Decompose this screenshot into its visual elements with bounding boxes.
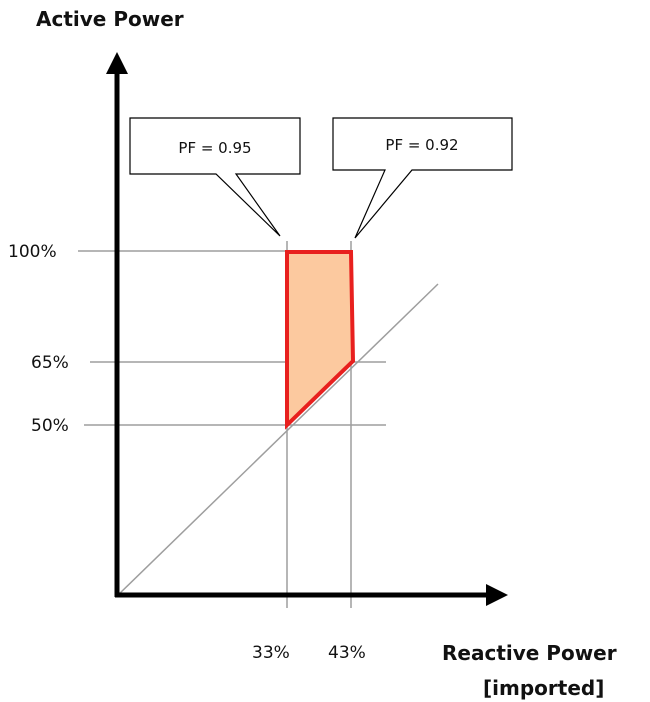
diagonal-line — [116, 283, 439, 597]
y-tick-100: 100% — [8, 242, 57, 262]
x-axis-arrow-icon — [486, 584, 508, 606]
operating-region — [285, 250, 356, 430]
y-tick-65: 65% — [31, 353, 69, 373]
callout-pf-092: PF = 0.92 — [332, 117, 513, 239]
callout-pf-095: PF = 0.95 — [129, 117, 301, 237]
x-tick-43: 43% — [328, 643, 366, 663]
y-axis-arrow-icon — [106, 52, 128, 74]
x-axis-title-line2: [imported] — [483, 676, 604, 700]
y-tick-50: 50% — [31, 416, 69, 436]
y-axis-title: Active Power — [36, 7, 184, 31]
callout-pf-095-text: PF = 0.95 — [178, 139, 251, 157]
callout-pf-092-text: PF = 0.92 — [385, 136, 458, 154]
x-tick-33: 33% — [252, 643, 290, 663]
x-axis-title-line1: Reactive Power — [442, 641, 617, 665]
